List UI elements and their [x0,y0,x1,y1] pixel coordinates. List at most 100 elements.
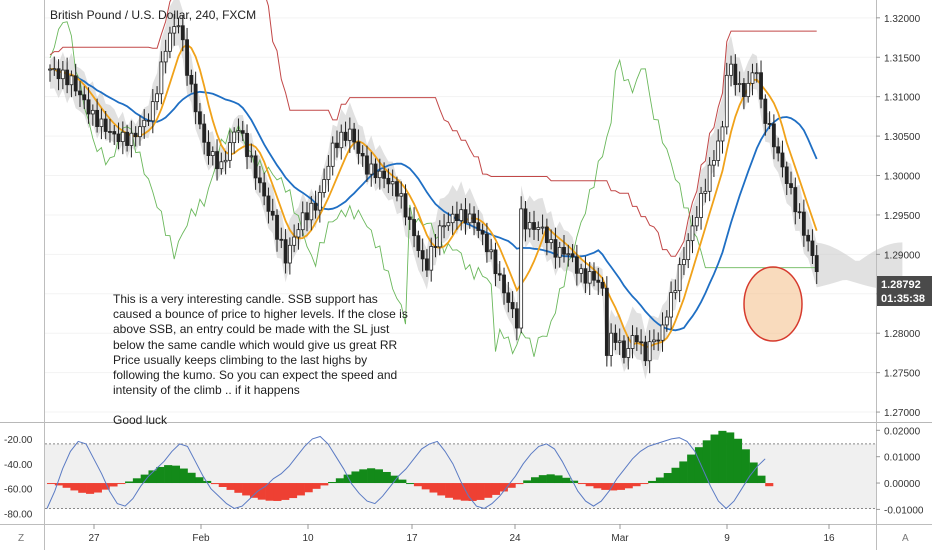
candle-body [506,292,511,303]
candle-body [514,308,519,329]
candle-body [138,126,142,138]
grid [45,17,876,413]
candle-body [56,68,61,80]
candle-body [347,128,352,141]
histogram-axis-right: 0.02000 0.01000 0.00000 -0.01000 [876,426,924,516]
price-tick-label: 1.31500 [884,53,921,64]
histogram-bar [351,471,360,484]
time-axis[interactable]: 27 Feb 10 17 24 Mar 9 16 [88,524,835,544]
candle-body [673,290,678,294]
price-tick-label: 1.32000 [884,14,921,25]
candle-body [660,324,665,341]
candle-body [227,142,232,161]
candle-body [155,93,159,103]
candle-body [609,332,614,356]
candle-body [283,239,288,264]
candle-body [150,101,155,122]
candle-body [193,83,198,113]
candle-body [630,335,635,349]
candle-body [180,25,185,41]
candle-body [446,222,451,227]
candle-body [742,83,746,98]
candle-body [759,72,763,100]
price-tick-label: 1.30000 [884,172,921,183]
candle-body [682,259,686,266]
histogram-bar [585,483,594,487]
oscillator-tick-label: -60.00 [4,485,33,496]
histogram-bar [218,483,227,487]
countdown-tag-bg [877,290,932,306]
candle-body [613,332,618,343]
annotation-text: This is a very interesting candle. SSB s… [113,292,413,429]
annotation-line: intensity of the climb .. if it happens [113,383,300,398]
histogram-bar [523,480,532,484]
candle-body [596,279,601,283]
candle-body [390,181,395,185]
timezone-button[interactable]: Z [18,533,24,544]
candle-body [133,132,138,138]
histogram-bar [663,473,672,484]
candle-body [90,109,95,115]
histogram-bar [273,483,282,501]
oscillator-tick-label: -40.00 [4,460,33,471]
candle-body [86,99,91,115]
candle-body [587,271,592,284]
candle-body [202,123,207,143]
candle-body [669,292,673,318]
candle-body [125,131,129,146]
histogram-bar [507,483,516,488]
candle-body [686,240,691,260]
histogram-bar [437,483,446,496]
countdown-tag: 01:35:38 [877,290,932,306]
histogram-tick-label: 0.01000 [884,453,921,464]
candle-body [210,151,215,156]
highlight-circle [743,266,803,342]
candle-body [386,177,391,185]
candle-body [433,246,438,248]
histogram-bar [187,472,196,484]
histogram-bar [78,483,87,493]
histogram-bar [484,483,493,498]
candle-body [253,155,258,179]
histogram-bar [609,483,618,491]
histogram-bar [304,483,313,493]
histogram-bar [694,447,704,484]
histogram-bar [499,483,508,492]
candle-body [750,72,755,84]
candle-body [532,222,536,230]
candle-body [771,123,776,148]
candle-body [647,341,652,362]
candle-body [159,61,164,95]
histogram-bar [445,483,454,498]
histogram-bar [343,474,352,484]
histogram-bar [749,462,758,484]
candle-body [73,75,78,92]
histogram-bar [210,483,220,485]
candle-body [270,210,275,216]
candle-body [407,216,412,220]
histogram-bar [226,483,235,490]
candle-body [780,152,785,168]
histogram-bar [757,475,766,484]
histogram-bar [93,483,102,493]
candle-body [797,211,802,214]
candle-body [806,234,811,242]
candle-body [176,25,181,28]
histogram-bar [468,483,477,501]
time-tick-label: 10 [302,533,314,544]
candle-body [300,212,305,231]
candle-body [52,68,57,71]
candle-body [703,190,708,194]
candle-body [78,90,82,96]
candle-body [729,63,733,76]
histogram-bar [117,483,126,485]
candle-body [236,130,241,133]
candle-body [493,249,498,275]
ssb-line [49,0,817,257]
histogram-bar [109,483,118,487]
candle-body [484,233,489,253]
histogram-bar [413,483,423,487]
candle-body [245,132,249,157]
auto-scale-button[interactable]: A [902,533,909,544]
